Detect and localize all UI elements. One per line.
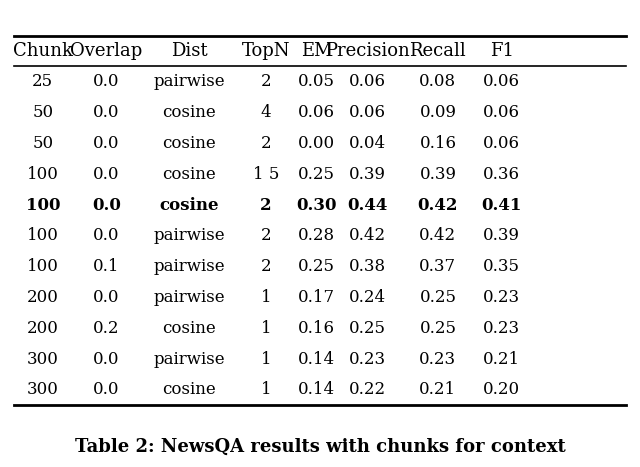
- Text: 1: 1: [260, 289, 271, 306]
- Text: 0.06: 0.06: [349, 104, 387, 121]
- Text: 0.20: 0.20: [483, 382, 520, 398]
- Text: 200: 200: [27, 320, 59, 337]
- Text: 0.1: 0.1: [93, 258, 120, 275]
- Text: pairwise: pairwise: [154, 351, 225, 368]
- Text: 0.42: 0.42: [419, 227, 456, 244]
- Text: 0.16: 0.16: [419, 135, 456, 152]
- Text: 0.38: 0.38: [349, 258, 387, 275]
- Text: 0.06: 0.06: [483, 135, 520, 152]
- Text: 0.36: 0.36: [483, 166, 520, 183]
- Text: cosine: cosine: [163, 135, 216, 152]
- Text: 100: 100: [27, 258, 59, 275]
- Text: 0.0: 0.0: [93, 289, 120, 306]
- Text: 50: 50: [32, 104, 53, 121]
- Text: 0.0: 0.0: [92, 197, 121, 213]
- Text: 0.23: 0.23: [483, 289, 520, 306]
- Text: Recall: Recall: [410, 42, 467, 60]
- Text: 0.06: 0.06: [483, 104, 520, 121]
- Text: 300: 300: [27, 351, 59, 368]
- Text: 0.08: 0.08: [419, 73, 456, 91]
- Text: pairwise: pairwise: [154, 258, 225, 275]
- Text: 0.41: 0.41: [481, 197, 522, 213]
- Text: 25: 25: [32, 73, 53, 91]
- Text: 2: 2: [260, 135, 271, 152]
- Text: 100: 100: [27, 227, 59, 244]
- Text: 0.35: 0.35: [483, 258, 520, 275]
- Text: 0.0: 0.0: [93, 351, 120, 368]
- Text: 0.25: 0.25: [298, 166, 335, 183]
- Text: 0.44: 0.44: [348, 197, 388, 213]
- Text: 0.04: 0.04: [349, 135, 387, 152]
- Text: cosine: cosine: [163, 382, 216, 398]
- Text: 0.21: 0.21: [419, 382, 456, 398]
- Text: 1: 1: [260, 351, 271, 368]
- Text: 50: 50: [32, 135, 53, 152]
- Text: 1: 1: [260, 320, 271, 337]
- Text: 300: 300: [27, 382, 59, 398]
- Text: 0.0: 0.0: [93, 166, 120, 183]
- Text: 0.39: 0.39: [349, 166, 387, 183]
- Text: 0.42: 0.42: [418, 197, 458, 213]
- Text: 0.23: 0.23: [349, 351, 387, 368]
- Text: 0.0: 0.0: [93, 382, 120, 398]
- Text: cosine: cosine: [163, 166, 216, 183]
- Text: F1: F1: [490, 42, 514, 60]
- Text: 0.25: 0.25: [419, 289, 456, 306]
- Text: 0.0: 0.0: [93, 227, 120, 244]
- Text: Overlap: Overlap: [70, 42, 143, 60]
- Text: 0.2: 0.2: [93, 320, 120, 337]
- Text: EM: EM: [301, 42, 333, 60]
- Text: cosine: cosine: [163, 104, 216, 121]
- Text: 0.39: 0.39: [419, 166, 456, 183]
- Text: 1 5: 1 5: [253, 166, 279, 183]
- Text: 2: 2: [260, 227, 271, 244]
- Text: 0.17: 0.17: [298, 289, 335, 306]
- Text: 0.00: 0.00: [298, 135, 335, 152]
- Text: 0.25: 0.25: [419, 320, 456, 337]
- Text: 0.28: 0.28: [298, 227, 335, 244]
- Text: cosine: cosine: [159, 197, 219, 213]
- Text: pairwise: pairwise: [154, 227, 225, 244]
- Text: 0.06: 0.06: [483, 73, 520, 91]
- Text: 100: 100: [27, 166, 59, 183]
- Text: 0.05: 0.05: [298, 73, 335, 91]
- Text: Table 2: NewsQA results with chunks for context: Table 2: NewsQA results with chunks for …: [75, 438, 565, 456]
- Text: 0.14: 0.14: [298, 351, 335, 368]
- Text: pairwise: pairwise: [154, 289, 225, 306]
- Text: 2: 2: [260, 258, 271, 275]
- Text: TopN: TopN: [241, 42, 290, 60]
- Text: 0.0: 0.0: [93, 135, 120, 152]
- Text: 2: 2: [260, 197, 271, 213]
- Text: 0.37: 0.37: [419, 258, 456, 275]
- Text: 0.22: 0.22: [349, 382, 387, 398]
- Text: 0.0: 0.0: [93, 73, 120, 91]
- Text: 100: 100: [26, 197, 60, 213]
- Text: 0.25: 0.25: [298, 258, 335, 275]
- Text: 0.24: 0.24: [349, 289, 387, 306]
- Text: 0.23: 0.23: [483, 320, 520, 337]
- Text: 0.39: 0.39: [483, 227, 520, 244]
- Text: 0.30: 0.30: [296, 197, 337, 213]
- Text: 200: 200: [27, 289, 59, 306]
- Text: pairwise: pairwise: [154, 73, 225, 91]
- Text: 4: 4: [260, 104, 271, 121]
- Text: 2: 2: [260, 73, 271, 91]
- Text: 1: 1: [260, 382, 271, 398]
- Text: 0.23: 0.23: [419, 351, 456, 368]
- Text: 0.42: 0.42: [349, 227, 387, 244]
- Text: 0.16: 0.16: [298, 320, 335, 337]
- Text: 0.06: 0.06: [298, 104, 335, 121]
- Text: Precision: Precision: [325, 42, 410, 60]
- Text: Dist: Dist: [171, 42, 208, 60]
- Text: 0.14: 0.14: [298, 382, 335, 398]
- Text: 0.06: 0.06: [349, 73, 387, 91]
- Text: 0.09: 0.09: [419, 104, 456, 121]
- Text: 0.21: 0.21: [483, 351, 520, 368]
- Text: 0.25: 0.25: [349, 320, 387, 337]
- Text: 0.0: 0.0: [93, 104, 120, 121]
- Text: cosine: cosine: [163, 320, 216, 337]
- Text: Chunk: Chunk: [13, 42, 73, 60]
